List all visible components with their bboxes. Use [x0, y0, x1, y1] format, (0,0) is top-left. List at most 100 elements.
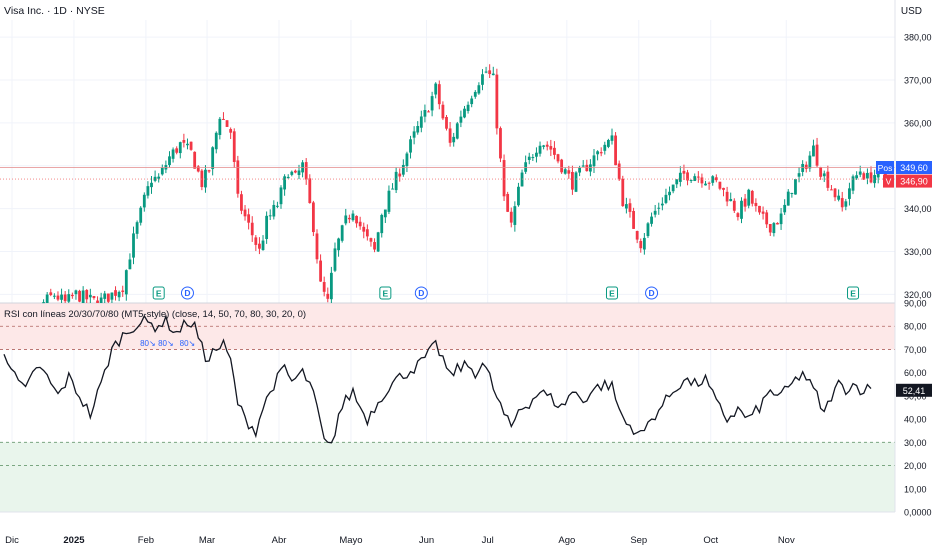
position-badge-value-box	[896, 161, 932, 175]
candle	[315, 229, 319, 264]
candle	[851, 174, 855, 195]
candle-body	[664, 194, 668, 203]
candle-body	[114, 290, 117, 296]
candle-body	[160, 167, 164, 175]
candle-body	[556, 154, 560, 162]
candle-body	[535, 152, 538, 157]
candle	[52, 293, 56, 300]
time-tick-label: Abr	[272, 535, 287, 546]
earnings-event-icon[interactable]: E	[847, 286, 860, 300]
currency-label[interactable]: USD	[900, 6, 922, 17]
candle	[869, 166, 873, 184]
rsi-last-badge[interactable]: 52,41	[896, 383, 932, 397]
candle-body	[848, 188, 851, 199]
candle-body	[74, 290, 78, 295]
candle-body	[747, 189, 751, 206]
candles	[42, 64, 887, 304]
candle	[714, 174, 718, 183]
candle-body	[484, 71, 488, 73]
candle-body	[254, 237, 258, 245]
candle-body	[873, 175, 877, 184]
candle	[81, 286, 85, 303]
candle	[319, 254, 322, 282]
candle	[606, 138, 610, 149]
dividend-event-icon[interactable]: D	[414, 286, 428, 300]
candle-body	[96, 300, 99, 303]
rsi-tick-label: 0,0000	[904, 508, 932, 518]
dividend-letter: D	[418, 288, 424, 298]
candle-body	[538, 145, 542, 154]
candle-body	[225, 120, 229, 127]
candle-body	[427, 111, 430, 113]
price-axis[interactable]: 380,00370,00360,00350,00340,00330,00320,…	[894, 0, 932, 512]
candle	[819, 166, 823, 180]
candle-body	[146, 186, 150, 196]
candle	[484, 66, 488, 74]
earnings-event-icon[interactable]: E	[605, 286, 618, 300]
candle-body	[290, 171, 294, 175]
candle	[783, 199, 787, 215]
dividend-event-icon[interactable]: D	[180, 286, 194, 300]
candle-body	[624, 204, 628, 209]
candle	[794, 179, 797, 195]
candle	[437, 80, 441, 110]
candle	[329, 266, 333, 303]
candle	[495, 68, 499, 135]
earnings-event-icon[interactable]: E	[379, 286, 392, 300]
rsi-tick-label: 90,00	[904, 299, 927, 309]
last-price-badge[interactable]: V 346,90	[883, 174, 932, 188]
candle-body	[193, 151, 197, 169]
price-tick-label: 360,00	[904, 118, 932, 128]
candle	[517, 182, 520, 207]
candle-body	[589, 164, 592, 172]
candle-body	[768, 224, 772, 233]
candle-body	[470, 98, 474, 105]
candle-body	[67, 294, 71, 302]
candle-body	[311, 202, 315, 233]
time-axis[interactable]: Dic 2025 Feb Mar Abr Mayo Jun Jul Ago Sep Oct Nov	[0, 511, 895, 546]
earnings-event-icon[interactable]: E	[152, 286, 165, 300]
rsi-path	[3, 314, 872, 444]
candle-body	[409, 139, 412, 153]
candle-body	[693, 176, 697, 181]
candle	[754, 198, 758, 212]
candle-body	[675, 179, 679, 185]
earnings-letter: E	[383, 289, 389, 299]
candle-body	[790, 192, 794, 194]
candle-body	[380, 214, 384, 234]
candle	[196, 165, 200, 173]
rsi-tick-label: 60,00	[904, 368, 927, 378]
earnings-letter: E	[850, 289, 856, 299]
candle	[696, 171, 700, 183]
candle-body	[412, 131, 416, 138]
candle	[711, 175, 715, 186]
candle	[650, 212, 653, 227]
rsi-line: 80↘ 80↘ 80↘	[3, 314, 872, 444]
candle-body	[596, 151, 599, 155]
candle	[862, 171, 866, 180]
time-tick-label: Jul	[482, 535, 494, 546]
candle-body	[106, 293, 110, 302]
dividend-event-icon[interactable]: D	[645, 286, 659, 300]
position-badge-tag-text: Pos	[878, 163, 893, 173]
rsi-axis[interactable]: 90,0080,0070,0060,0050,0040,0030,0020,00…	[904, 299, 932, 518]
candle-body	[714, 177, 718, 181]
candle-body	[441, 104, 445, 119]
candle-body	[646, 223, 650, 237]
candle-body	[743, 198, 747, 207]
indicator-title[interactable]: RSI con líneas 20/30/70/80 (MT5-style) (…	[4, 309, 307, 320]
candle	[491, 66, 495, 76]
last-price-badge-value-box	[896, 174, 932, 188]
candle	[689, 179, 693, 183]
candle-body	[614, 135, 617, 166]
candle-body	[495, 74, 499, 129]
earnings-badge	[847, 286, 860, 300]
candle	[383, 209, 387, 223]
position-badge[interactable]: Pos 349,60	[876, 161, 932, 175]
candle-body	[682, 170, 686, 174]
candle	[85, 289, 89, 303]
chart-title[interactable]: Visa Inc. · 1D · NYSE	[4, 5, 105, 17]
candle-body	[214, 132, 218, 150]
candle-body	[232, 131, 236, 162]
